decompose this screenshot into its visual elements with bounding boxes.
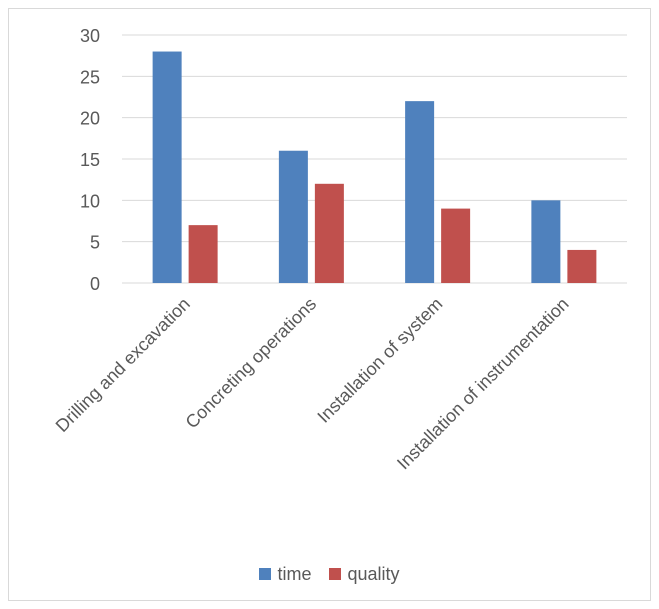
bar-time bbox=[152, 51, 182, 284]
y-tick-label: 0 bbox=[90, 274, 100, 294]
legend-label-quality: quality bbox=[347, 563, 400, 584]
y-tick-label: 10 bbox=[80, 191, 100, 211]
bar-time bbox=[531, 200, 561, 283]
legend-swatch-time bbox=[259, 568, 272, 580]
chart-frame bbox=[8, 8, 651, 601]
bar-time bbox=[278, 150, 308, 283]
bar-quality bbox=[441, 208, 471, 283]
x-tick-label: Drilling and excavation bbox=[52, 294, 194, 436]
y-tick-label: 5 bbox=[90, 233, 100, 253]
y-tick-label: 30 bbox=[80, 26, 100, 46]
bar-quality bbox=[567, 249, 597, 283]
x-tick-label: Concreting operations bbox=[182, 294, 321, 433]
y-tick-label: 15 bbox=[80, 150, 100, 170]
bar-quality bbox=[188, 225, 218, 283]
bar-quality bbox=[314, 183, 344, 283]
bars bbox=[152, 51, 597, 284]
y-axis: 0 5 10 15 20 25 30 bbox=[80, 26, 100, 294]
bar-time bbox=[405, 101, 435, 283]
legend-item-quality: quality bbox=[329, 563, 400, 585]
legend-swatch-quality bbox=[329, 568, 342, 580]
y-tick-label: 20 bbox=[80, 109, 100, 129]
legend: time quality bbox=[0, 563, 659, 585]
x-tick-label: Installation of system bbox=[313, 294, 446, 427]
legend-label-time: time bbox=[277, 563, 312, 584]
legend-item-time: time bbox=[259, 564, 311, 585]
y-tick-label: 25 bbox=[80, 67, 100, 87]
